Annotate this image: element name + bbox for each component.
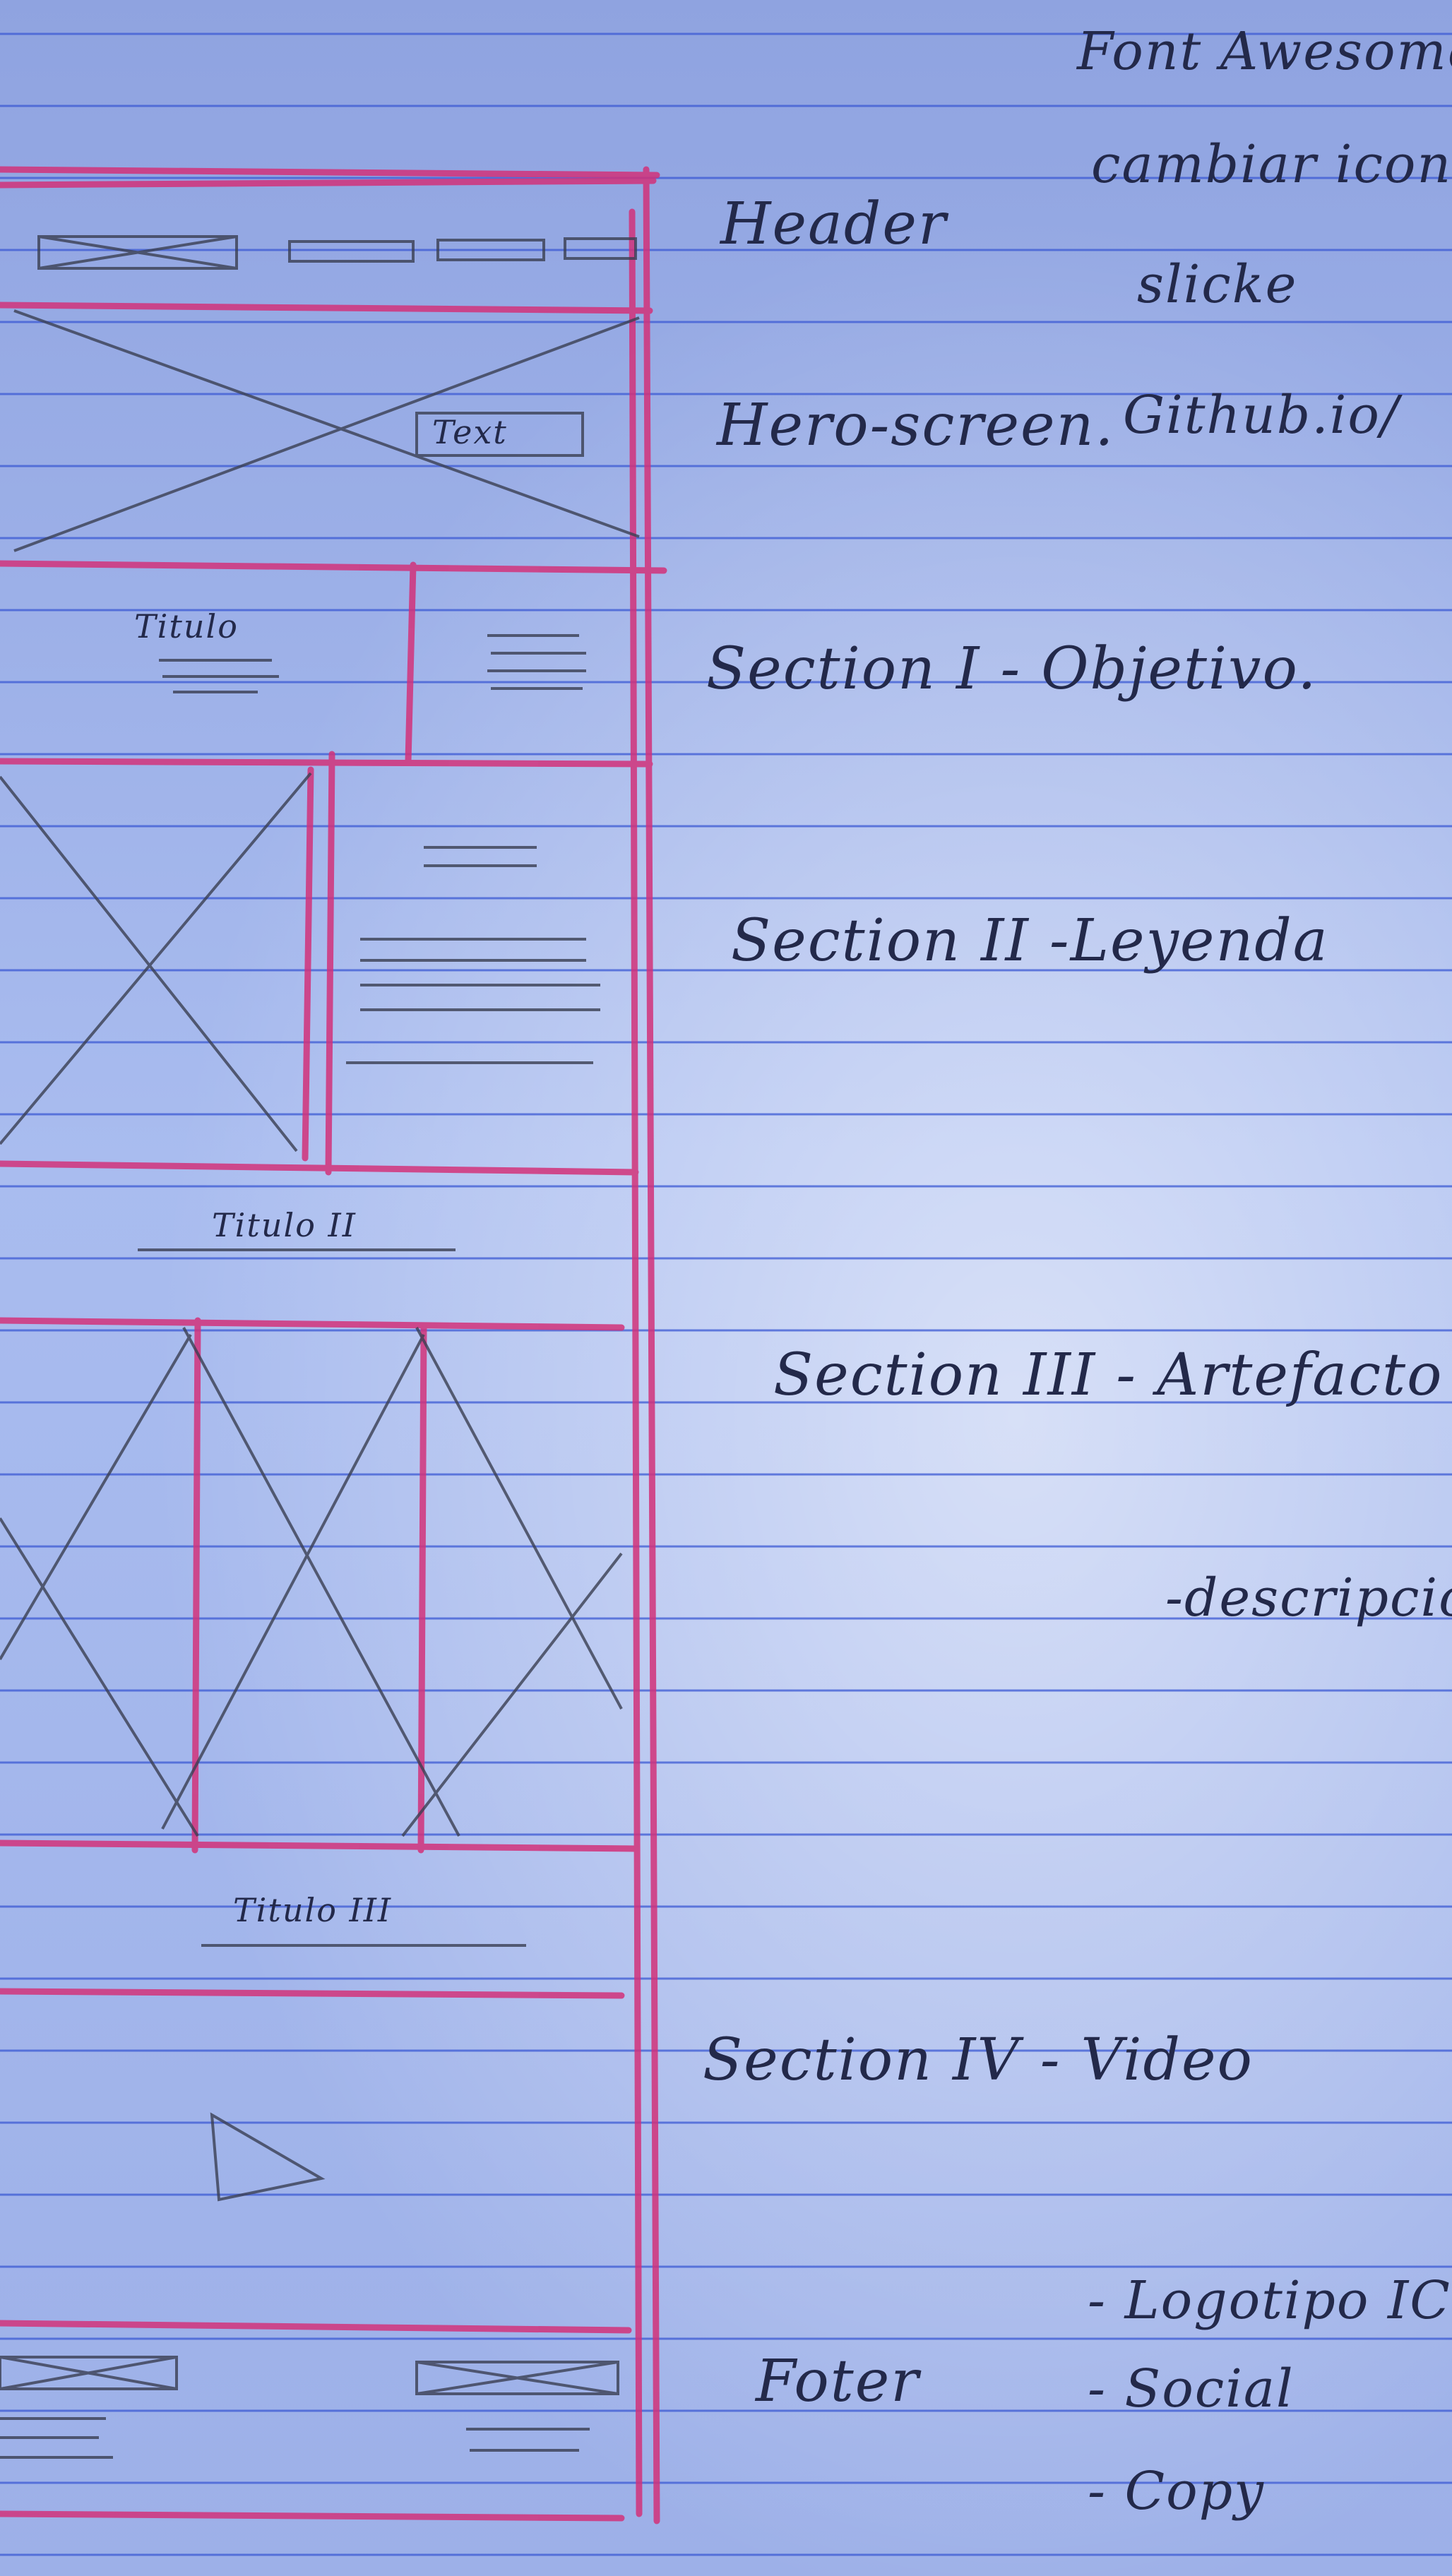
footer-note-copy: - Copy (1088, 2461, 1265, 2522)
side-note-slicke: slicke (1137, 254, 1298, 315)
section1-title-label: Titulo (134, 607, 239, 645)
section3-description-note: -descripció (1165, 1568, 1452, 1628)
footer-note: Foter (756, 2348, 920, 2415)
footer-note-logotipo: - Logotipo ICO (1088, 2270, 1452, 2331)
section1-note: Section I - Objetivo. (706, 636, 1318, 703)
ruled-lines (0, 32, 1452, 2556)
side-note-font-awesome: Font Awesome (1077, 21, 1452, 82)
side-note-github: Github.io/ (1123, 385, 1400, 446)
section2-note: Section II -Leyenda (731, 907, 1329, 974)
section3-note: Section III - Artefacto (773, 1342, 1444, 1409)
wireframe-outline (0, 166, 667, 2524)
header-note: Header (720, 191, 948, 258)
hero-button-label: Text (432, 413, 508, 451)
wireframe-pencil (0, 235, 640, 2459)
footer-note-social: - Social (1088, 2359, 1295, 2419)
side-note-cambiar-icono: cambiar icono- (1091, 134, 1452, 195)
hero-note: Hero-screen. (717, 392, 1115, 459)
section2-title-label: Titulo II (212, 1206, 357, 1244)
section3-title-label: Titulo III (233, 1891, 393, 1929)
section4-note: Section IV - Video (703, 2027, 1254, 2094)
